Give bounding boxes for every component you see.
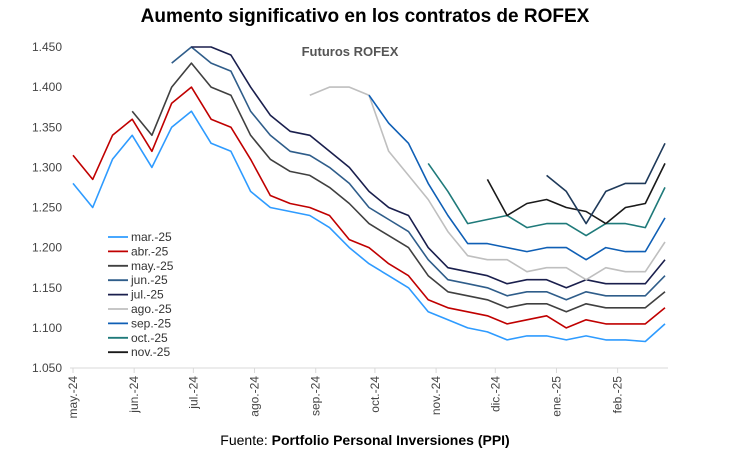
x-tick-label: oct.-24 — [368, 376, 382, 413]
x-tick-label: ene.-25 — [549, 376, 563, 417]
series-line-abr25 — [72, 86, 666, 329]
x-tick-label: dic.-24 — [488, 376, 502, 412]
legend-label: jul.-25 — [130, 288, 164, 302]
chart-subtitle: Futuros ROFEX — [302, 44, 399, 59]
series-line-jun25 — [171, 46, 666, 301]
y-tick-label: 1.150 — [32, 281, 62, 295]
y-tick-label: 1.100 — [32, 321, 62, 335]
x-tick-label: jul.-24 — [186, 376, 200, 410]
series-line-extra — [546, 142, 666, 225]
series-line-jul25 — [191, 46, 666, 289]
series-line-nov25 — [486, 163, 666, 225]
x-tick-label: ago.-24 — [248, 376, 262, 417]
legend-label: nov.-25 — [131, 345, 170, 359]
y-tick-label: 1.300 — [32, 160, 62, 174]
series-line-mar25 — [72, 110, 666, 343]
series-line-oct25 — [427, 162, 666, 237]
y-tick-label: 1.050 — [32, 361, 62, 375]
legend-label: sep.-25 — [131, 316, 171, 330]
series-line-may25 — [131, 62, 666, 313]
legend-label: oct.-25 — [131, 331, 168, 345]
legend-label: mar.-25 — [131, 230, 172, 244]
x-tick-label: may.-24 — [66, 376, 80, 419]
x-tick-label: sep.-24 — [309, 376, 323, 416]
series-line-sep25 — [368, 94, 666, 261]
chart-title: Aumento significativo en los contratos d… — [140, 6, 590, 27]
y-tick-label: 1.350 — [32, 120, 62, 134]
legend-label: may.-25 — [131, 259, 174, 273]
y-tick-label: 1.450 — [32, 40, 62, 54]
source-note: Fuente: Portfolio Personal Inversiones (… — [0, 432, 730, 448]
x-tick-label: jun.-24 — [127, 376, 141, 414]
x-tick-label: feb.-25 — [611, 376, 625, 414]
source-name: Portfolio Personal Inversiones (PPI) — [271, 432, 510, 448]
source-label: Fuente: — [220, 432, 268, 448]
y-tick-label: 1.400 — [32, 80, 62, 94]
legend-label: ago.-25 — [131, 302, 172, 316]
legend-label: jun.-25 — [130, 273, 168, 287]
y-tick-label: 1.250 — [32, 201, 62, 215]
legend-label: abr.-25 — [131, 244, 169, 258]
x-tick-label: nov.-24 — [429, 376, 443, 415]
y-tick-label: 1.200 — [32, 241, 62, 255]
line-chart: Futuros ROFEX 1.050 1.100 1.150 1.200 1.250 1.… — [32, 40, 668, 419]
